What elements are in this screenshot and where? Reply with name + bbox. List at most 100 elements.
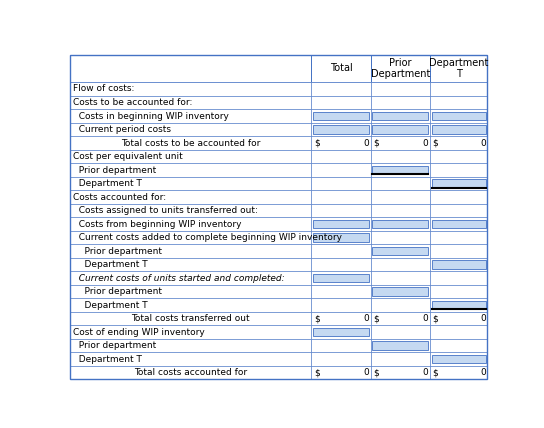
Bar (430, 298, 487, 312)
Text: 0: 0 (480, 139, 486, 148)
Bar (431, 355, 486, 363)
Text: $: $ (314, 314, 320, 323)
Text: Current costs added to complete beginning WIP inventory: Current costs added to complete beginnin… (73, 233, 342, 242)
Bar (430, 366, 487, 379)
Text: Flow of costs:: Flow of costs: (73, 84, 134, 93)
Bar (430, 96, 487, 109)
Bar (70, 190, 311, 204)
Text: $: $ (314, 368, 320, 377)
Text: Current costs of units started and completed:: Current costs of units started and compl… (73, 273, 285, 282)
Bar (370, 150, 430, 163)
Bar (370, 55, 430, 82)
Text: $: $ (373, 139, 379, 148)
Bar (70, 231, 311, 244)
Bar (370, 109, 430, 123)
Bar (70, 298, 311, 312)
Bar (70, 96, 311, 109)
Text: Cost of ending WIP inventory: Cost of ending WIP inventory (73, 327, 205, 336)
Bar (311, 204, 370, 217)
Bar (372, 247, 428, 256)
Bar (311, 177, 370, 190)
Text: Prior department: Prior department (73, 287, 162, 296)
Bar (370, 352, 430, 366)
Bar (313, 125, 369, 134)
Bar (370, 163, 430, 177)
Text: Prior department: Prior department (73, 247, 162, 256)
Bar (70, 136, 311, 150)
Bar (70, 366, 311, 379)
Bar (311, 96, 370, 109)
Bar (430, 339, 487, 352)
Bar (313, 233, 369, 242)
Text: Costs in beginning WIP inventory: Costs in beginning WIP inventory (73, 112, 228, 121)
Bar (370, 285, 430, 298)
Bar (370, 366, 430, 379)
Bar (311, 82, 370, 96)
Text: 0: 0 (423, 314, 428, 323)
Bar (313, 220, 369, 228)
Bar (70, 177, 311, 190)
Bar (431, 125, 486, 134)
Text: 0: 0 (363, 368, 369, 377)
Bar (313, 112, 369, 120)
Bar (311, 190, 370, 204)
Bar (430, 204, 487, 217)
Bar (311, 217, 370, 231)
Bar (70, 163, 311, 177)
Bar (370, 339, 430, 352)
Bar (311, 325, 370, 339)
Bar (370, 271, 430, 285)
Text: 0: 0 (423, 139, 428, 148)
Bar (70, 123, 311, 136)
Text: Current period costs: Current period costs (73, 125, 171, 134)
Bar (70, 204, 311, 217)
Bar (431, 220, 486, 228)
Text: 0: 0 (423, 368, 428, 377)
Bar (311, 163, 370, 177)
Bar (311, 339, 370, 352)
Bar (431, 179, 486, 188)
Bar (311, 244, 370, 258)
Bar (430, 190, 487, 204)
Bar (313, 273, 369, 282)
Bar (370, 82, 430, 96)
Text: $: $ (432, 368, 438, 377)
Bar (70, 325, 311, 339)
Bar (430, 163, 487, 177)
Text: 0: 0 (480, 368, 486, 377)
Text: Department
T: Department T (429, 58, 489, 79)
Bar (372, 166, 428, 174)
Bar (372, 287, 428, 296)
Bar (430, 352, 487, 366)
Bar (313, 328, 369, 336)
Text: Costs to be accounted for:: Costs to be accounted for: (73, 98, 192, 107)
Bar (70, 55, 311, 82)
Bar (430, 285, 487, 298)
Text: Cost per equivalent unit: Cost per equivalent unit (73, 152, 182, 161)
Bar (430, 258, 487, 271)
Bar (311, 285, 370, 298)
Bar (70, 339, 311, 352)
Bar (70, 271, 311, 285)
Bar (70, 312, 311, 325)
Bar (430, 244, 487, 258)
Text: 0: 0 (363, 139, 369, 148)
Text: Total costs transferred out: Total costs transferred out (132, 314, 250, 323)
Bar (430, 136, 487, 150)
Bar (431, 301, 486, 309)
Bar (70, 258, 311, 271)
Bar (370, 244, 430, 258)
Bar (370, 231, 430, 244)
Text: Total costs accounted for: Total costs accounted for (134, 368, 248, 377)
Bar (370, 190, 430, 204)
Text: Department T: Department T (73, 300, 147, 309)
Bar (70, 150, 311, 163)
Bar (430, 177, 487, 190)
Bar (370, 325, 430, 339)
Bar (430, 55, 487, 82)
Bar (370, 123, 430, 136)
Bar (311, 150, 370, 163)
Bar (311, 352, 370, 366)
Bar (430, 271, 487, 285)
Bar (311, 366, 370, 379)
